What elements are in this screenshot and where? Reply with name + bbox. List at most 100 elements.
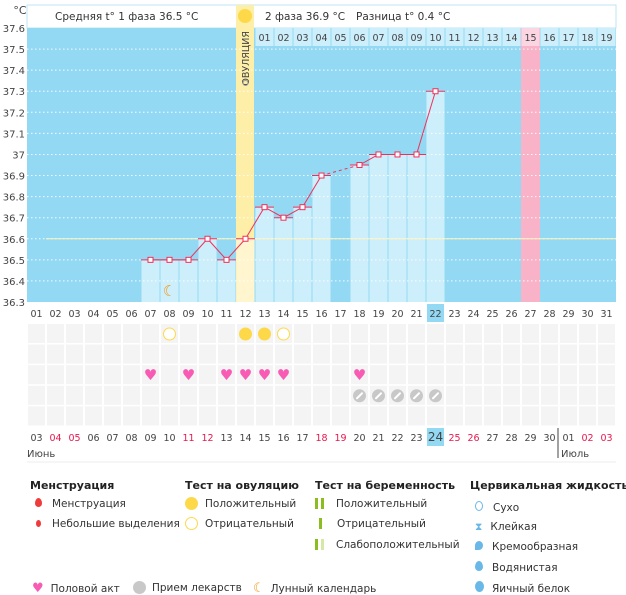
y-tick-label: 36.9 [3, 172, 25, 183]
phase2-day-cell [255, 28, 274, 46]
phase2-day-cell [350, 28, 369, 46]
marker-grid-cell [465, 324, 482, 343]
marker-grid-cell [199, 344, 216, 364]
marker-grid-cell [541, 365, 558, 385]
temperature-point [185, 256, 192, 263]
phase2-average: 2 фаза 36.9 °C [265, 11, 345, 23]
heart-icon: ♥ [258, 366, 271, 384]
water-drop-icon [475, 561, 483, 571]
temperature-line-segment [359, 154, 379, 166]
marker-grid-cell [28, 406, 45, 426]
cycle-day-label: 09 [182, 309, 194, 320]
temperature-point [299, 204, 306, 211]
marker-grid-cell [484, 365, 501, 385]
phase2-day-label: 10 [429, 33, 441, 44]
cycle-day-label: 06 [125, 309, 137, 320]
phase2-day-cell [445, 28, 464, 46]
legend-spotting: Небольшие выделения [30, 518, 180, 530]
y-tick-label: 37.3 [3, 87, 25, 98]
marker-grid-cell [85, 344, 102, 364]
marker-grid-cell [427, 324, 444, 343]
marker-grid-cell [218, 344, 235, 364]
marker-grid-cell [503, 385, 520, 405]
cycle-day-label: 30 [581, 309, 593, 320]
cycle-day-label: 05 [106, 309, 118, 320]
marker-grid-cell [579, 344, 596, 364]
calendar-date-label: 22 [391, 433, 403, 444]
calendar-date-label: 27 [486, 433, 498, 444]
marker-grid-cell [218, 324, 235, 343]
marker-grid-cell [522, 385, 539, 405]
cycle-day-label: 17 [334, 309, 346, 320]
marker-grid-cell [389, 406, 406, 426]
marker-grid-cell [370, 344, 387, 364]
marker-grid-cell [351, 344, 368, 364]
marker-grid-cell [104, 365, 121, 385]
phase2-day-label: 14 [505, 33, 517, 44]
marker-grid-cell [104, 385, 121, 405]
marker-grid-cell [28, 385, 45, 405]
highlight-column [521, 28, 540, 302]
marker-grid-cell [408, 406, 425, 426]
phase1-average: Средняя t° 1 фаза 36.5 °C [55, 11, 198, 23]
legend-intercourse: ♥ Половой акт [32, 581, 120, 595]
ovulation-test-negative-icon [163, 327, 176, 341]
filled-circle-icon [185, 497, 198, 510]
moon-icon: ☾ [253, 581, 265, 595]
marker-grid-cell [256, 385, 273, 405]
marker-grid-cell [598, 365, 615, 385]
legend-ovulation-test-title: Тест на овуляцию [185, 479, 299, 492]
marker-grid-cell [275, 406, 292, 426]
calendar-date-label: 24 [428, 430, 443, 444]
ovulation-band [236, 5, 254, 302]
phase2-day-cell [426, 28, 445, 46]
temperature-bar [141, 259, 160, 302]
temperature-chart: °C Средняя t° 1 фаза 36.5 °C 2 фаза 36.9… [3, 4, 617, 463]
marker-grid-cell [503, 324, 520, 343]
calendar-date-label: 17 [296, 433, 308, 444]
empty-circle-icon [185, 517, 198, 530]
marker-grid-cell [332, 365, 349, 385]
marker-grid-cell [427, 344, 444, 364]
marker-grid-cell [218, 406, 235, 426]
legend-ovulation-negative: Отрицательный [185, 517, 294, 530]
phase2-day-cell [274, 28, 293, 46]
cycle-day-label: 02 [49, 309, 61, 320]
calendar-date-label: 16 [277, 433, 289, 444]
legend-cervical-eggwhite: Яичный белок [475, 581, 570, 595]
marker-grid-cell [180, 344, 197, 364]
pill-icon-stripe [375, 392, 382, 400]
calendar-date-label: 06 [87, 433, 99, 444]
marker-grid-cell [351, 324, 368, 343]
marker-grid-cell [180, 406, 197, 426]
temperature-bar [198, 238, 217, 302]
marker-grid-cell [427, 365, 444, 385]
marker-grid-cell [28, 324, 45, 343]
calendar-date-label: 21 [372, 433, 384, 444]
heart-icon: ♥ [277, 366, 290, 384]
temperature-bar [255, 207, 274, 302]
marker-grid-cell [446, 385, 463, 405]
marker-grid-cell [579, 324, 596, 343]
marker-grid-cell [161, 385, 178, 405]
phase2-day-label: 01 [258, 33, 270, 44]
phase2-day-cell [521, 28, 540, 46]
marker-grid-cell [465, 344, 482, 364]
marker-grid-cell [104, 324, 121, 343]
marker-grid-cell [370, 324, 387, 343]
y-tick-label: 36.3 [3, 298, 25, 309]
heart-icon: ♥ [239, 366, 252, 384]
y-tick-label: 36.4 [3, 277, 25, 288]
marker-grid-cell [408, 344, 425, 364]
calendar-date-label: 07 [106, 433, 118, 444]
temperature-bar [293, 207, 312, 302]
phase2-day-cell [540, 28, 559, 46]
marker-grid-cell [66, 344, 83, 364]
marker-grid-cell [522, 406, 539, 426]
marker-grid-cell [85, 324, 102, 343]
marker-grid-cell [332, 385, 349, 405]
marker-grid-cell [66, 324, 83, 343]
cycle-day-label: 07 [144, 309, 156, 320]
ovulation-test-positive-icon [258, 327, 271, 341]
marker-grid-cell [256, 365, 273, 385]
